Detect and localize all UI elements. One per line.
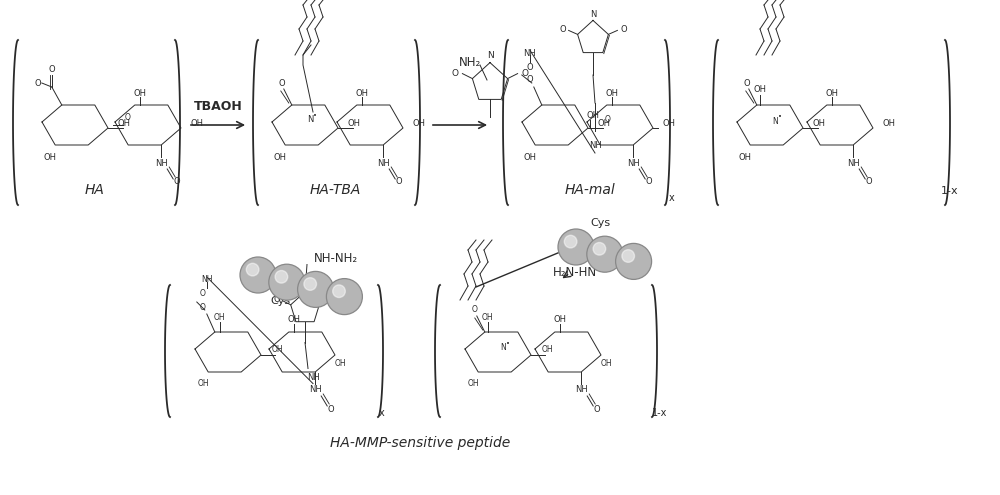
Text: O: O bbox=[200, 303, 206, 312]
Text: OH: OH bbox=[197, 380, 209, 389]
Text: •: • bbox=[506, 341, 510, 347]
Circle shape bbox=[558, 229, 594, 265]
Text: N: N bbox=[590, 9, 596, 19]
Text: OH: OH bbox=[600, 358, 612, 367]
Text: NH: NH bbox=[307, 373, 319, 382]
Text: OH: OH bbox=[334, 358, 346, 367]
Text: OH: OH bbox=[467, 380, 479, 389]
Text: OH: OH bbox=[739, 152, 752, 161]
Text: 1-x: 1-x bbox=[652, 408, 668, 418]
Text: OH: OH bbox=[274, 152, 287, 161]
Circle shape bbox=[240, 257, 276, 293]
Text: O: O bbox=[472, 305, 478, 314]
Text: O: O bbox=[396, 178, 403, 187]
Text: OH: OH bbox=[883, 118, 896, 128]
Text: TBAOH: TBAOH bbox=[194, 100, 242, 113]
Text: O: O bbox=[200, 290, 206, 298]
Text: OH: OH bbox=[753, 86, 766, 95]
Text: OH: OH bbox=[355, 89, 368, 98]
Text: OH: OH bbox=[605, 89, 618, 98]
Text: NH: NH bbox=[309, 386, 322, 395]
Text: O: O bbox=[278, 79, 285, 88]
Text: OH: OH bbox=[190, 118, 204, 128]
Text: OH: OH bbox=[287, 315, 300, 325]
Text: O: O bbox=[330, 296, 337, 304]
Circle shape bbox=[622, 249, 635, 262]
Circle shape bbox=[587, 236, 623, 272]
Text: OH: OH bbox=[133, 89, 146, 98]
Text: O: O bbox=[866, 178, 873, 187]
Text: O: O bbox=[526, 62, 533, 71]
Circle shape bbox=[616, 244, 652, 279]
Text: NH: NH bbox=[589, 141, 601, 149]
Text: O: O bbox=[521, 69, 528, 78]
Circle shape bbox=[333, 285, 345, 297]
Circle shape bbox=[246, 263, 259, 276]
Text: HA: HA bbox=[85, 183, 105, 197]
Text: N: N bbox=[772, 116, 778, 126]
Circle shape bbox=[326, 279, 362, 315]
Text: HA-TBA: HA-TBA bbox=[309, 183, 361, 197]
Text: x: x bbox=[669, 193, 675, 203]
Text: OH: OH bbox=[44, 152, 57, 161]
Text: O: O bbox=[743, 79, 750, 88]
Text: O: O bbox=[125, 112, 131, 121]
Text: OH: OH bbox=[482, 313, 494, 323]
Circle shape bbox=[593, 243, 606, 255]
Text: HA-mal: HA-mal bbox=[565, 183, 615, 197]
Text: NH: NH bbox=[155, 158, 168, 167]
Text: O: O bbox=[620, 25, 627, 34]
Text: OH: OH bbox=[598, 118, 610, 128]
Text: •: • bbox=[313, 113, 317, 119]
Text: O: O bbox=[452, 69, 459, 78]
Text: OH: OH bbox=[825, 89, 838, 98]
Text: OH: OH bbox=[553, 315, 566, 325]
Text: OH: OH bbox=[541, 346, 553, 354]
Circle shape bbox=[564, 235, 577, 248]
Text: OH: OH bbox=[662, 118, 676, 128]
Text: OH: OH bbox=[524, 152, 537, 161]
Text: O: O bbox=[34, 79, 41, 88]
Text: O: O bbox=[48, 64, 55, 73]
Text: OH: OH bbox=[214, 313, 226, 323]
Text: O: O bbox=[646, 178, 653, 187]
Text: O: O bbox=[328, 404, 335, 413]
Circle shape bbox=[304, 278, 317, 290]
Text: OH: OH bbox=[586, 111, 600, 120]
Text: O: O bbox=[594, 404, 601, 413]
Text: Cys: Cys bbox=[590, 218, 610, 228]
Text: N: N bbox=[307, 115, 313, 125]
Text: NH: NH bbox=[627, 158, 640, 167]
Text: N: N bbox=[500, 344, 506, 352]
Text: NH-NH₂: NH-NH₂ bbox=[314, 251, 358, 264]
Text: •: • bbox=[778, 114, 782, 120]
Text: OH: OH bbox=[118, 118, 130, 128]
Text: N: N bbox=[302, 282, 308, 291]
Text: O: O bbox=[174, 178, 181, 187]
Text: NH: NH bbox=[847, 158, 860, 167]
Text: OH: OH bbox=[812, 118, 826, 128]
Text: N: N bbox=[487, 51, 493, 60]
Text: x: x bbox=[379, 408, 385, 418]
Text: 1-x: 1-x bbox=[941, 186, 959, 196]
Circle shape bbox=[298, 271, 334, 307]
Text: NH: NH bbox=[377, 158, 390, 167]
Text: OH: OH bbox=[271, 346, 283, 354]
Text: NH₂: NH₂ bbox=[459, 56, 481, 69]
Text: O: O bbox=[559, 25, 566, 34]
Text: OH: OH bbox=[348, 118, 360, 128]
Text: OH: OH bbox=[413, 118, 426, 128]
Text: O: O bbox=[526, 76, 533, 85]
Text: NH: NH bbox=[523, 49, 536, 57]
Text: O: O bbox=[273, 296, 280, 304]
Text: NH: NH bbox=[575, 386, 588, 395]
Text: O: O bbox=[605, 115, 611, 125]
Text: NH: NH bbox=[201, 276, 213, 285]
Circle shape bbox=[275, 270, 288, 283]
Text: H₂N-HN: H₂N-HN bbox=[553, 266, 597, 280]
Text: Cys: Cys bbox=[270, 296, 290, 306]
Circle shape bbox=[269, 264, 305, 300]
Text: HA-MMP-sensitive peptide: HA-MMP-sensitive peptide bbox=[330, 436, 510, 450]
